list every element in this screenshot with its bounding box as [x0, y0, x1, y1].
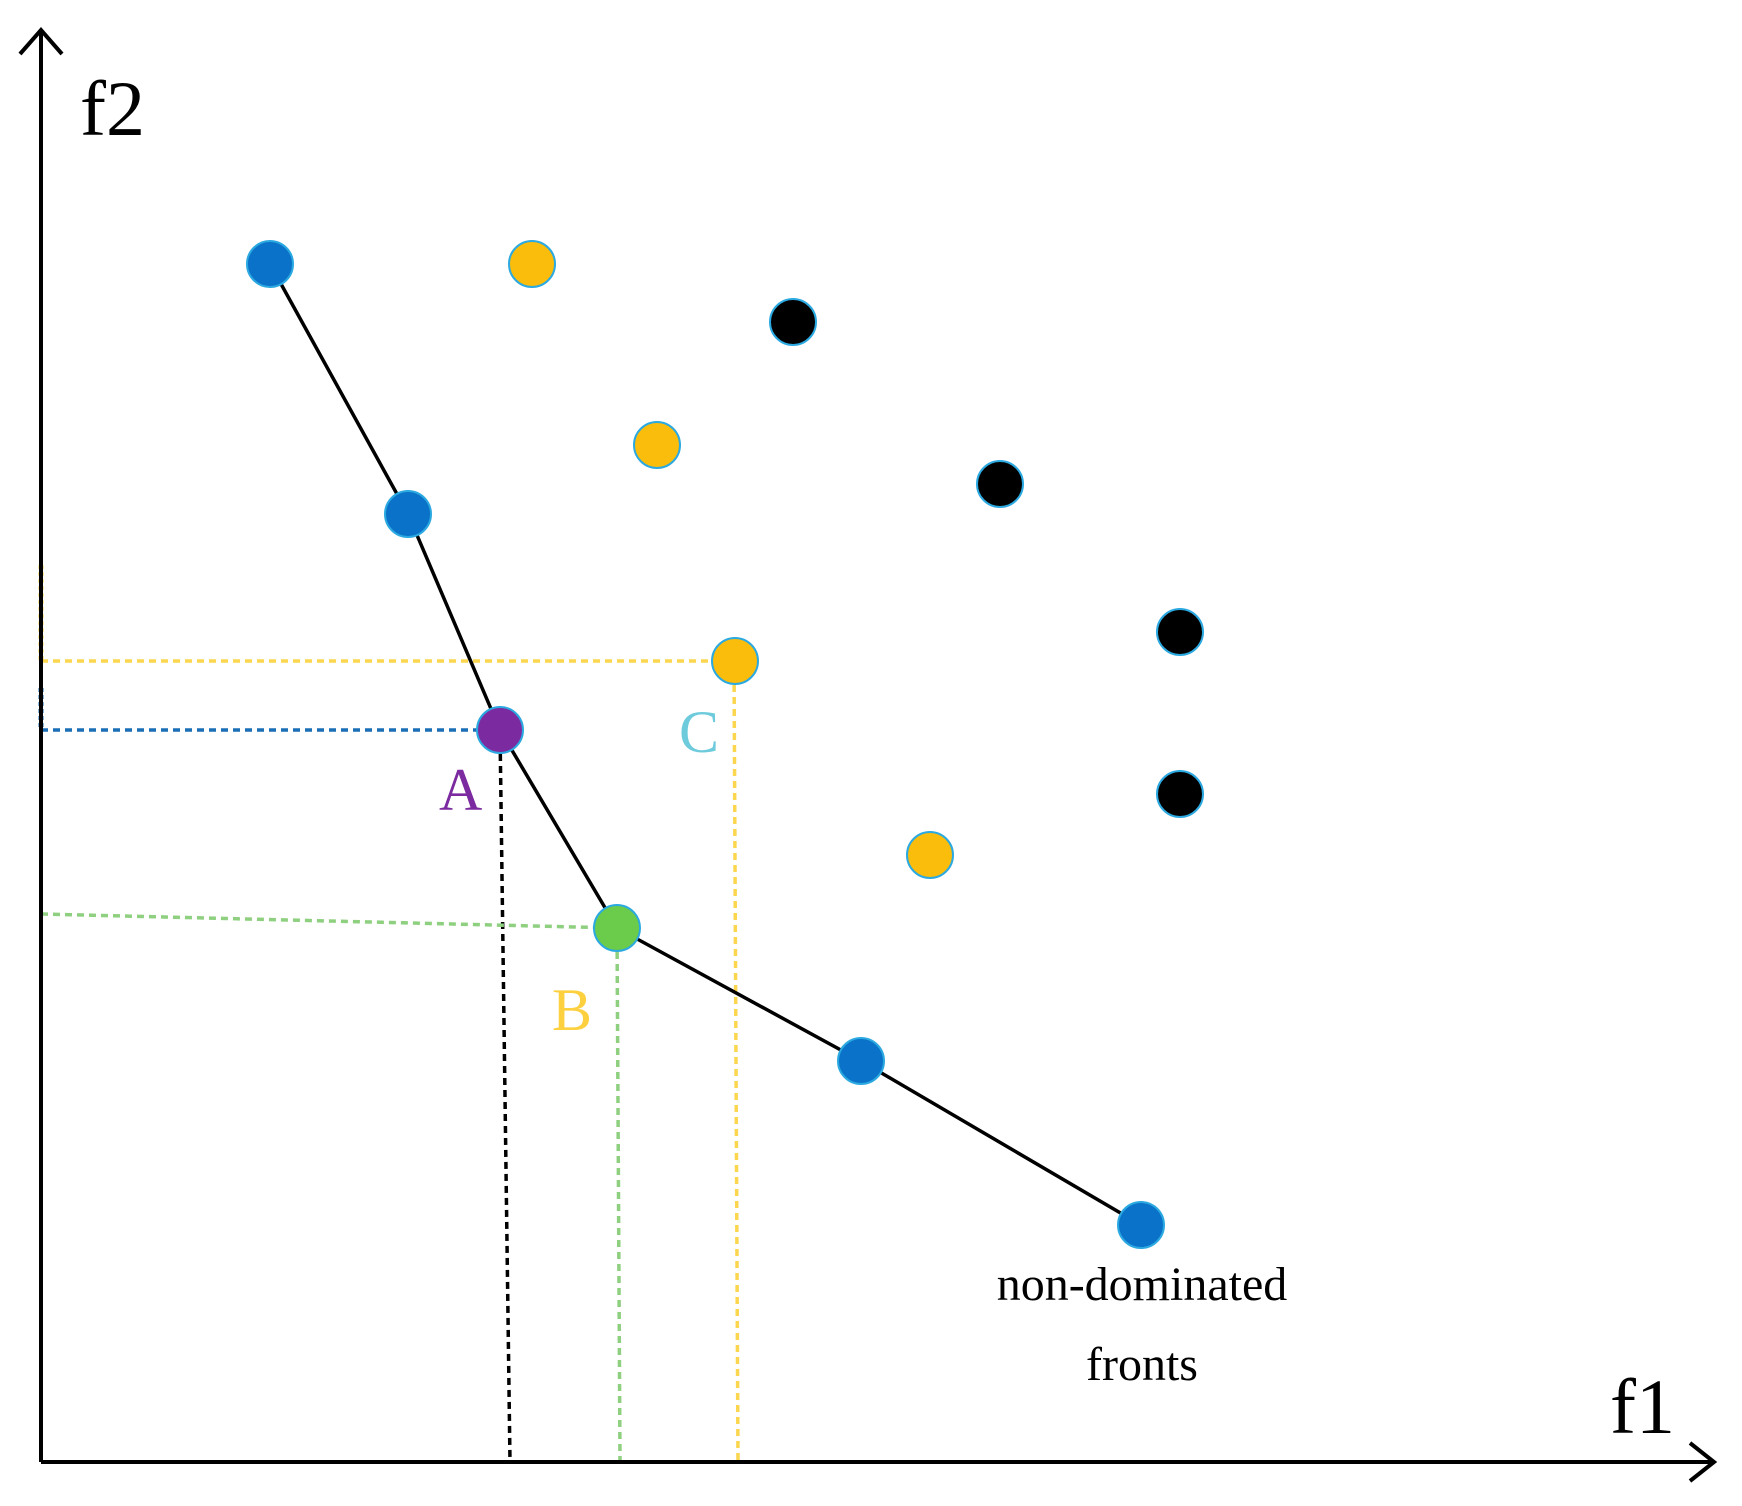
point-c — [711, 637, 759, 685]
x-axis-label: f1 — [1610, 1363, 1675, 1450]
front-2-point — [906, 831, 954, 879]
y-axis-label: f2 — [80, 65, 145, 152]
front-1-point — [837, 1037, 885, 1085]
front-1-point — [1117, 1201, 1165, 1249]
label-c: C — [679, 699, 719, 765]
guide-a-vertical — [498, 729, 512, 1463]
caption-line-1: non-dominated — [997, 1258, 1288, 1311]
front-3-point — [1156, 770, 1204, 818]
front-1-points — [246, 240, 1165, 1249]
guide-b-vertical — [615, 927, 622, 1463]
front-1-point — [384, 490, 432, 538]
y-axis-arrowhead — [18, 26, 64, 56]
axes — [18, 26, 1718, 1483]
caption-line-2: fronts — [1086, 1338, 1198, 1391]
front-3-points — [769, 298, 1204, 818]
front-3-point — [976, 460, 1024, 508]
guide-c-vertical — [732, 660, 740, 1463]
front-2-point — [633, 421, 681, 469]
front-3-point — [1156, 608, 1204, 656]
point-b — [593, 904, 641, 952]
label-b: B — [552, 977, 592, 1043]
guide-lines — [38, 565, 740, 1463]
front-3-point — [769, 298, 817, 346]
first-front-line — [268, 263, 1142, 1227]
front-2-points — [508, 240, 954, 879]
label-a: A — [439, 757, 482, 823]
front-2-point — [508, 240, 556, 288]
x-axis-arrowhead — [1688, 1441, 1718, 1483]
point-a — [476, 706, 524, 754]
front-1-point — [246, 240, 294, 288]
guide-b-horizontal — [40, 912, 618, 930]
